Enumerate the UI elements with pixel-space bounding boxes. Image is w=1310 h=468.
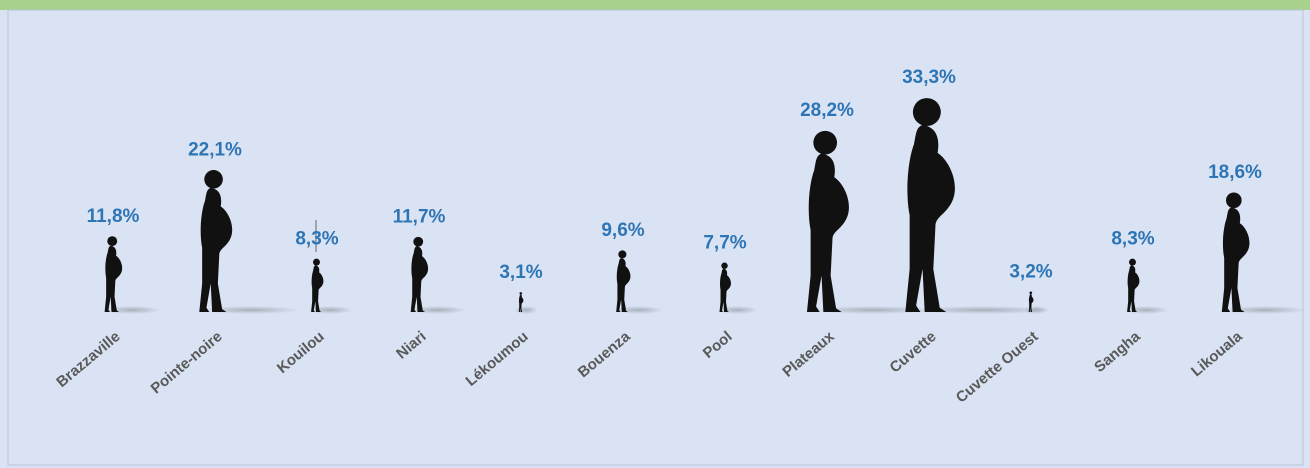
shadow: [811, 306, 934, 314]
figure-head: [813, 130, 838, 155]
figure-body: [311, 265, 324, 312]
figure: [616, 250, 631, 312]
figure-head: [721, 262, 728, 269]
shadow: [513, 306, 539, 314]
value-label: 22,1%: [188, 139, 242, 160]
figure: [199, 170, 233, 312]
figure: [1028, 291, 1034, 312]
figure-body: [104, 245, 123, 312]
value-label: 8,3%: [1111, 228, 1154, 249]
value-label: 33,3%: [902, 67, 956, 88]
figure: [806, 130, 849, 312]
value-label: 3,1%: [499, 262, 542, 283]
value-label: 7,7%: [703, 232, 746, 253]
value-label: 18,6%: [1208, 162, 1262, 183]
shadow: [613, 306, 664, 314]
figure-head: [519, 292, 523, 295]
value-label: 3,2%: [1009, 261, 1052, 282]
figure-head: [1128, 258, 1136, 266]
frame: [7, 9, 1304, 466]
figure-body: [410, 246, 429, 312]
figure-body: [199, 187, 233, 312]
figure-body: [806, 153, 849, 312]
value-label: 28,2%: [800, 100, 854, 121]
shadow: [1023, 306, 1049, 314]
figure-body: [1221, 207, 1250, 312]
figure-body: [905, 124, 955, 312]
shadow: [716, 306, 759, 314]
figure: [905, 98, 955, 312]
figure-body: [1127, 265, 1140, 312]
shadow: [308, 306, 353, 314]
top-band: [0, 0, 1310, 10]
figure-head: [413, 236, 424, 247]
figure: [719, 262, 731, 312]
figure-head: [107, 236, 118, 247]
figure-body: [1028, 294, 1034, 312]
figure: [1221, 192, 1250, 312]
figure-head: [312, 258, 320, 266]
figure: [1127, 258, 1140, 312]
shadow: [1124, 306, 1169, 314]
value-label: 11,7%: [393, 206, 446, 227]
figure-body: [616, 258, 631, 312]
figure: [311, 258, 324, 312]
figure-body: [518, 294, 524, 312]
value-label: 8,3%: [295, 228, 338, 249]
value-label: 9,6%: [601, 220, 644, 241]
figure-head: [204, 170, 223, 189]
value-label: 11,8%: [87, 206, 140, 227]
figure-head: [1029, 291, 1033, 295]
figure: [410, 236, 429, 312]
figure-head: [912, 98, 941, 127]
figure-head: [1225, 192, 1242, 209]
figure-head: [618, 250, 627, 259]
shadow: [912, 306, 1054, 314]
figure-body: [719, 268, 731, 312]
figure: [518, 292, 524, 312]
figure: [104, 236, 123, 312]
